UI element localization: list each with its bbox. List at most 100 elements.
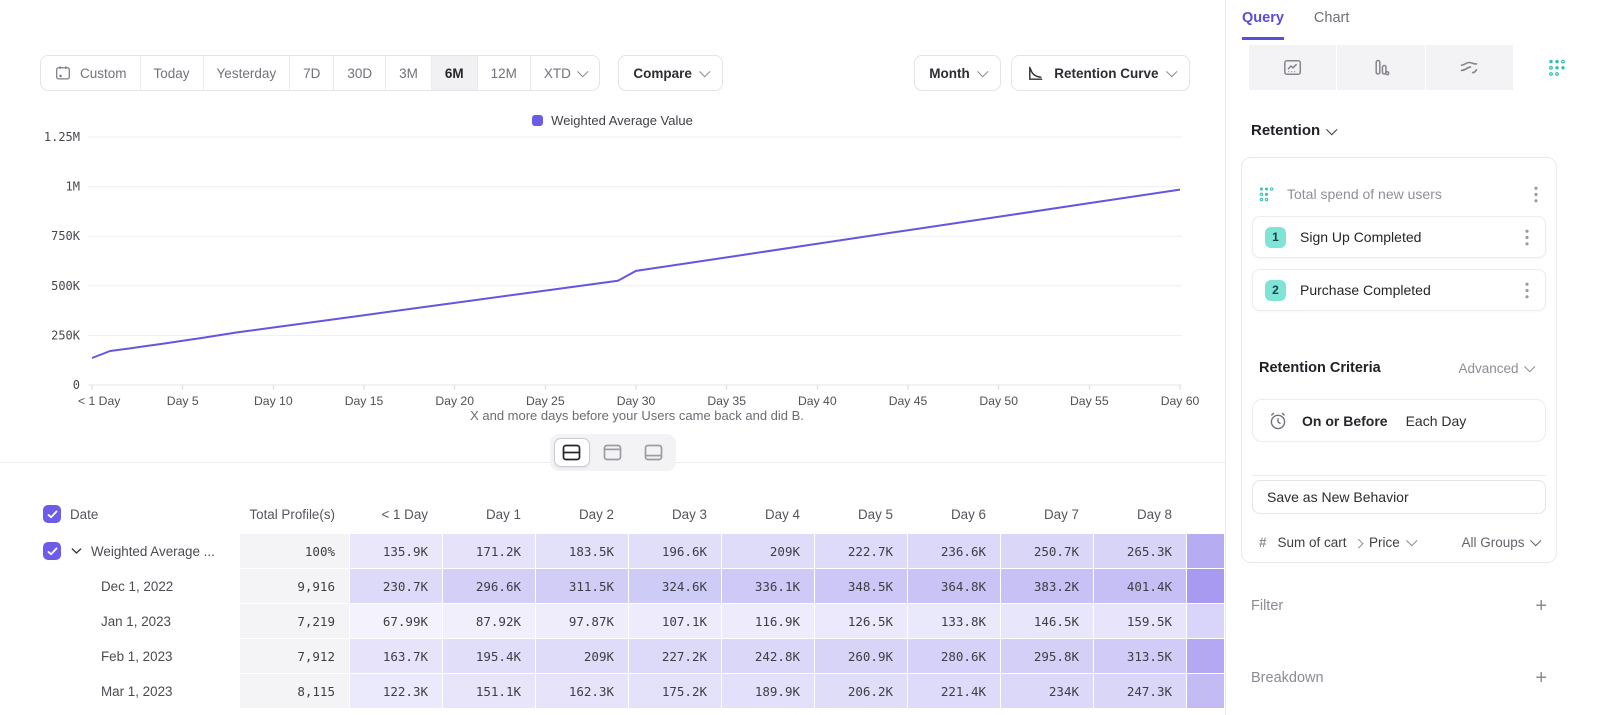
criteria-mode-dropdown[interactable]: Advanced bbox=[1452, 360, 1539, 377]
value-cell[interactable]: 135.9K bbox=[350, 534, 443, 569]
value-cell[interactable]: 195.4K bbox=[443, 639, 536, 674]
calendar-icon bbox=[54, 64, 72, 82]
value-cell[interactable]: 206.2K bbox=[815, 674, 908, 709]
value-cell[interactable]: 236.6K bbox=[908, 534, 1001, 569]
value-cell[interactable]: 87.92K bbox=[443, 604, 536, 639]
value-cell[interactable]: 348.5K bbox=[815, 569, 908, 604]
value-cell[interactable]: 260.9K bbox=[815, 639, 908, 674]
add-filter-button[interactable]: + bbox=[1535, 596, 1547, 616]
value-cell[interactable]: 336.1K bbox=[722, 569, 815, 604]
view-selector bbox=[1249, 45, 1600, 90]
value-cell[interactable]: 230.7K bbox=[350, 569, 443, 604]
chart-toolbar: Custom Today Yesterday 7D30D3M6M12MXTD Comp… bbox=[40, 55, 1190, 91]
value-cell[interactable]: 126.5K bbox=[815, 604, 908, 639]
total-profiles-cell: 100% bbox=[240, 534, 350, 569]
section-label: Retention bbox=[1251, 122, 1320, 139]
value-cell[interactable]: 122.3K bbox=[350, 674, 443, 709]
step-card-1[interactable]: 1 Sign Up Completed bbox=[1252, 216, 1546, 258]
value-cell[interactable]: 242.8K bbox=[722, 639, 815, 674]
range-7d-button[interactable]: 7D bbox=[290, 56, 334, 90]
value-cell[interactable]: 280.6K bbox=[908, 639, 1001, 674]
view-retention-button[interactable] bbox=[1514, 45, 1600, 90]
measure-property-dropdown[interactable]: Sum of cart Price bbox=[1278, 535, 1416, 550]
value-cell[interactable]: 146.5K bbox=[1001, 604, 1094, 639]
value-cell[interactable]: 133.8K bbox=[908, 604, 1001, 639]
granularity-button[interactable]: Month bbox=[914, 55, 1001, 91]
value-cell[interactable]: 196.6K bbox=[629, 534, 722, 569]
view-line-chart-button[interactable] bbox=[1249, 45, 1336, 90]
chevron-down-icon[interactable] bbox=[71, 547, 82, 555]
tab-query[interactable]: Query bbox=[1242, 10, 1284, 40]
range-xtd-button[interactable]: XTD bbox=[531, 56, 600, 90]
y-axis-tick-label: 1.25M bbox=[44, 130, 80, 144]
value-cell[interactable]: 159.5K bbox=[1094, 604, 1187, 639]
criteria-card[interactable]: On or Before Each Day bbox=[1252, 399, 1546, 442]
value-cell[interactable]: 401.4K bbox=[1094, 569, 1187, 604]
compare-button[interactable]: Compare bbox=[618, 55, 723, 91]
layout-table-only-button[interactable] bbox=[636, 438, 672, 467]
row-checkbox[interactable] bbox=[43, 542, 61, 560]
layout-chart-only-button[interactable] bbox=[595, 438, 631, 467]
groups-dropdown[interactable]: All Groups bbox=[1461, 535, 1539, 550]
chart-type-button[interactable]: Retention Curve bbox=[1011, 55, 1190, 91]
value-cell[interactable]: 295.8K bbox=[1001, 639, 1094, 674]
value-cell[interactable]: 265.3K bbox=[1094, 534, 1187, 569]
section-selector[interactable]: Retention bbox=[1251, 122, 1336, 139]
behavior-menu-button[interactable] bbox=[1530, 184, 1542, 205]
value-cell[interactable]: 189.9K bbox=[722, 674, 815, 709]
value-cell[interactable]: 171.2K bbox=[443, 534, 536, 569]
table-row: Feb 1, 20237,912163.7K195.4K209K227.2K24… bbox=[0, 639, 1225, 674]
range-today-button[interactable]: Today bbox=[141, 56, 204, 90]
range-6m-button[interactable]: 6M bbox=[432, 56, 478, 90]
value-cell[interactable]: 324.6K bbox=[629, 569, 722, 604]
y-axis-tick-label: 500K bbox=[51, 279, 81, 293]
range-custom-button[interactable]: Custom bbox=[41, 56, 141, 90]
range-3m-button[interactable]: 3M bbox=[386, 56, 432, 90]
value-cell[interactable]: 250.7K bbox=[1001, 534, 1094, 569]
view-bar-chart-button[interactable] bbox=[1337, 45, 1424, 90]
range-label: Today bbox=[154, 66, 190, 81]
save-as-new-behavior-button[interactable]: Save as New Behavior bbox=[1252, 480, 1546, 514]
step-menu-button[interactable] bbox=[1521, 280, 1533, 301]
range-30d-button[interactable]: 30D bbox=[334, 56, 386, 90]
value-cell[interactable]: 234K bbox=[1001, 674, 1094, 709]
value-cell[interactable]: 364.8K bbox=[908, 569, 1001, 604]
value-cell[interactable]: 175.2K bbox=[629, 674, 722, 709]
value-cell[interactable]: 209K bbox=[536, 639, 629, 674]
retention-line[interactable] bbox=[92, 190, 1180, 358]
value-cell[interactable]: 296.6K bbox=[443, 569, 536, 604]
step-card-2[interactable]: 2 Purchase Completed bbox=[1252, 269, 1546, 311]
value-cell[interactable]: 311.5K bbox=[536, 569, 629, 604]
retention-criteria-row: Retention Criteria Advanced bbox=[1252, 355, 1546, 381]
value-cell[interactable]: 209K bbox=[722, 534, 815, 569]
main-area: Custom Today Yesterday 7D30D3M6M12MXTD Comp… bbox=[0, 0, 1225, 715]
value-cell[interactable]: 163.7K bbox=[350, 639, 443, 674]
value-cell[interactable]: 162.3K bbox=[536, 674, 629, 709]
criteria-secondary-value: Each Day bbox=[1406, 413, 1467, 429]
filter-label: Filter bbox=[1251, 598, 1283, 614]
add-breakdown-button[interactable]: + bbox=[1535, 668, 1547, 688]
value-cell[interactable]: 247.3K bbox=[1094, 674, 1187, 709]
view-flow-button[interactable] bbox=[1426, 45, 1513, 90]
layout-split-button[interactable] bbox=[554, 438, 590, 467]
tab-chart[interactable]: Chart bbox=[1314, 10, 1349, 40]
value-cell[interactable]: 97.87K bbox=[536, 604, 629, 639]
select-all-checkbox[interactable] bbox=[43, 505, 61, 523]
value-cell[interactable]: 107.1K bbox=[629, 604, 722, 639]
value-cell[interactable]: 67.99K bbox=[350, 604, 443, 639]
value-cell[interactable]: 116.9K bbox=[722, 604, 815, 639]
value-cell[interactable]: 227.2K bbox=[629, 639, 722, 674]
row-label: Feb 1, 2023 bbox=[101, 649, 172, 664]
value-cell[interactable]: 151.1K bbox=[443, 674, 536, 709]
value-cell[interactable]: 383.2K bbox=[1001, 569, 1094, 604]
range-label: Yesterday bbox=[217, 66, 277, 81]
range-yesterday-button[interactable]: Yesterday bbox=[204, 56, 291, 90]
value-cell[interactable]: 222.7K bbox=[815, 534, 908, 569]
numeric-property-icon: # bbox=[1259, 535, 1267, 550]
value-cell[interactable]: 313.5K bbox=[1094, 639, 1187, 674]
value-cell[interactable]: 221.4K bbox=[908, 674, 1001, 709]
value-cell[interactable]: 183.5K bbox=[536, 534, 629, 569]
range-12m-button[interactable]: 12M bbox=[478, 56, 531, 90]
app-root: Custom Today Yesterday 7D30D3M6M12MXTD Comp… bbox=[0, 0, 1600, 715]
step-menu-button[interactable] bbox=[1521, 227, 1533, 248]
